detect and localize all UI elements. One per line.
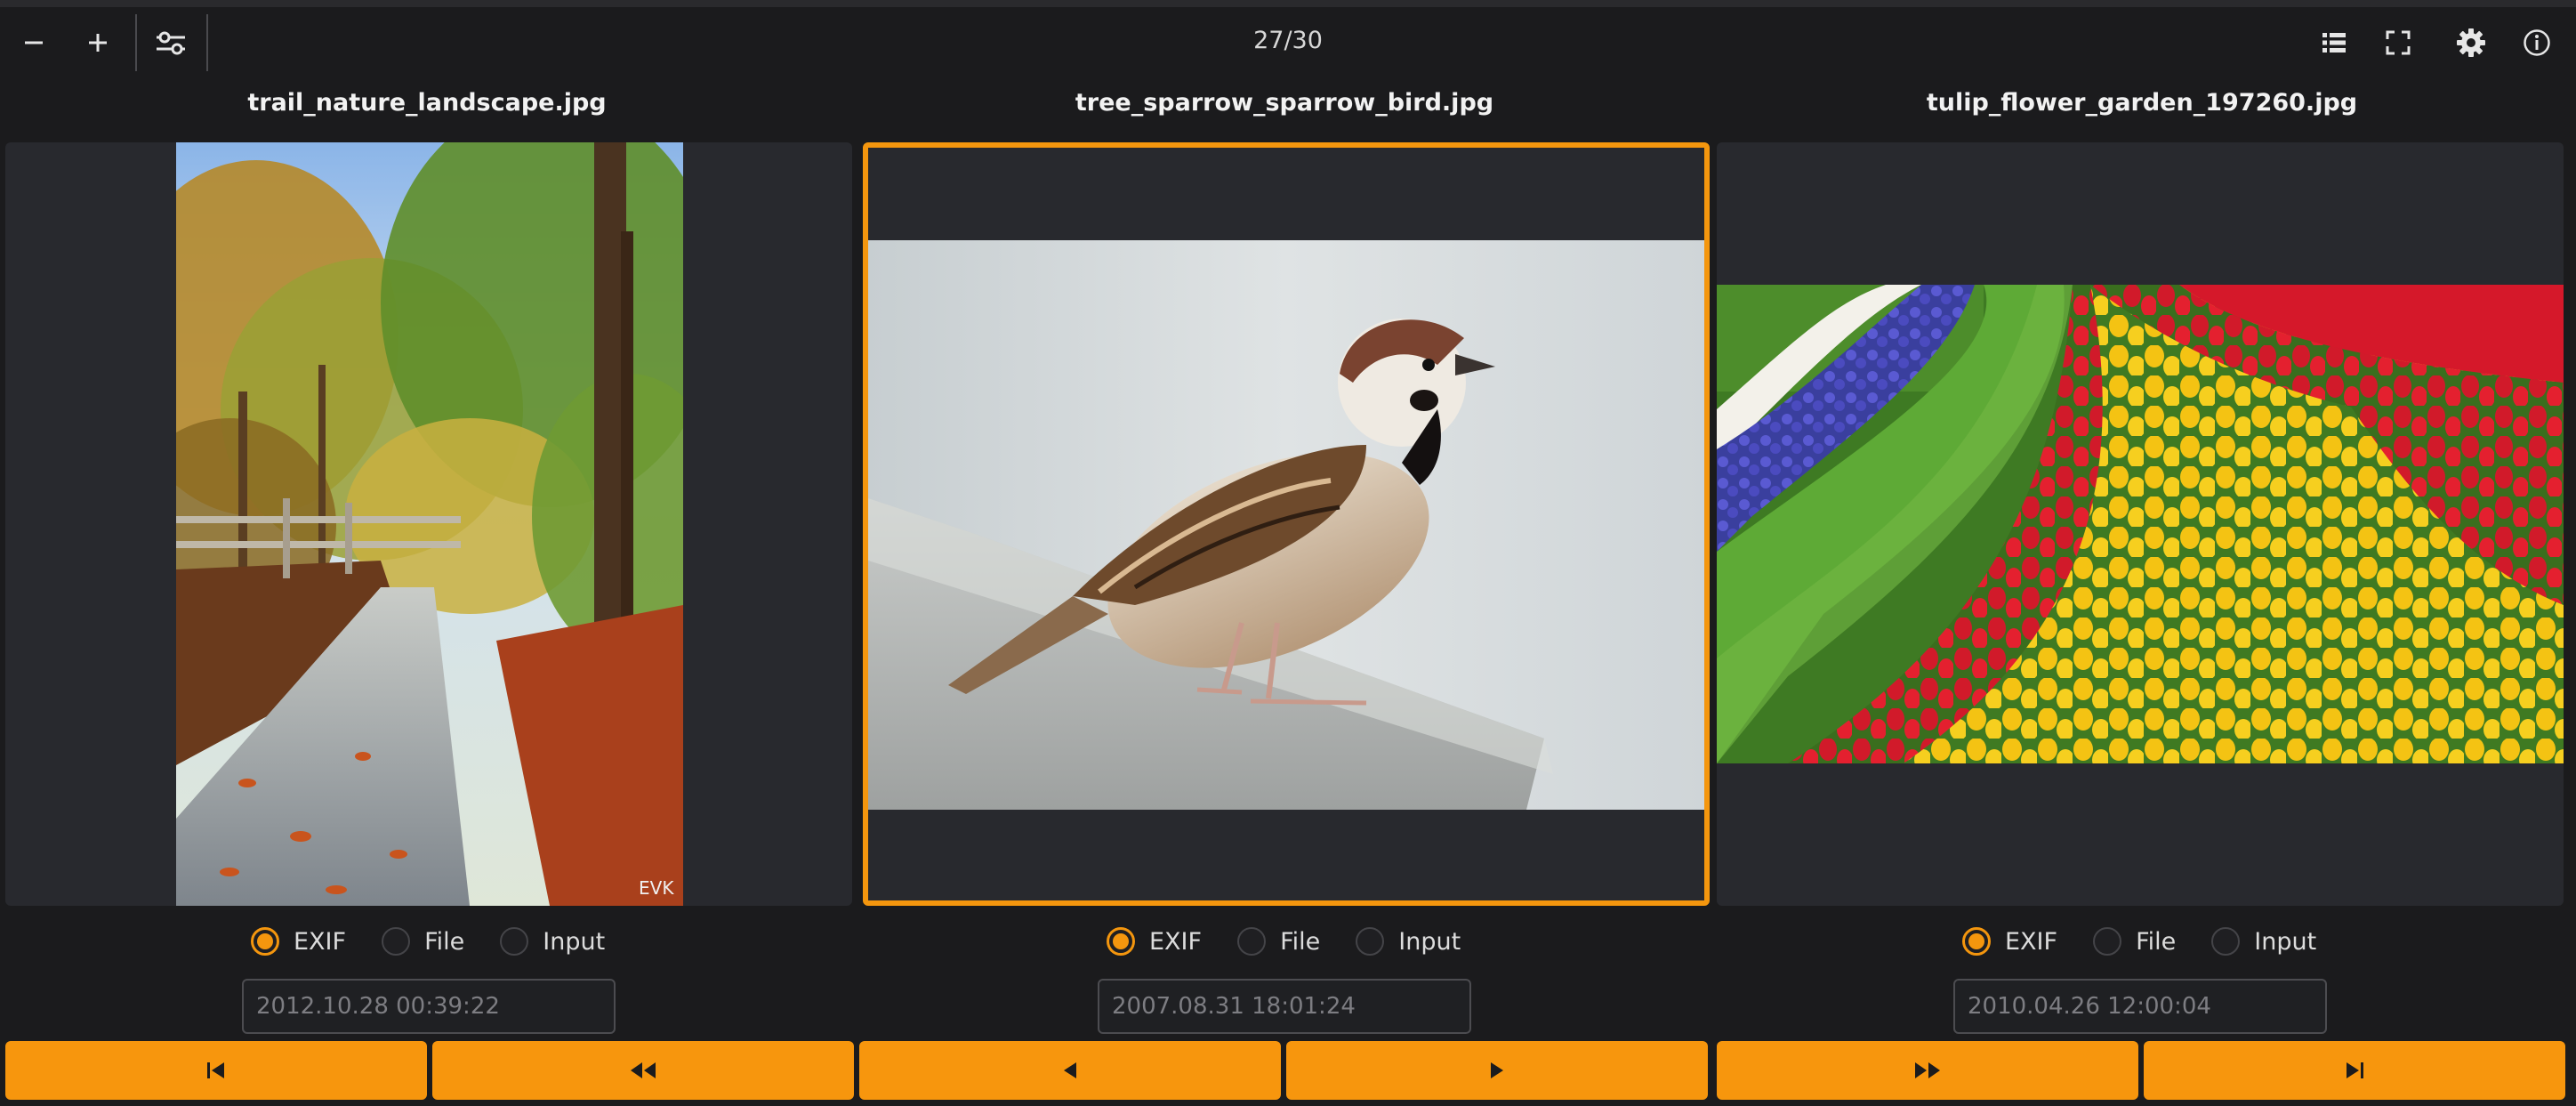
toolbar-separator (206, 14, 208, 71)
fullscreen-icon (2386, 30, 2411, 55)
radio-file[interactable]: File (382, 927, 464, 956)
last-icon (2344, 1061, 2365, 1080)
radio-file[interactable]: File (2093, 927, 2176, 956)
plus-icon (85, 30, 110, 55)
minus-icon (21, 30, 46, 55)
date-field-left[interactable] (242, 979, 616, 1034)
radio-label: EXIF (1149, 927, 1203, 956)
photo-sparrow (868, 240, 1704, 810)
radio-exif[interactable]: EXIF (1107, 927, 1202, 956)
first-icon (205, 1061, 227, 1080)
radio-indicator[interactable] (382, 927, 411, 956)
filename-label-right: tulip_flower_garden_197260.jpg (1926, 89, 2358, 117)
fast-forward-button[interactable] (1717, 1041, 2138, 1100)
date-source-group-left: EXIF File Input (251, 924, 640, 959)
window-top-edge (0, 0, 2576, 7)
zoom-out-button[interactable] (5, 14, 62, 71)
info-icon (2523, 28, 2551, 57)
image-counter: 27/30 (1253, 27, 1323, 54)
radio-indicator[interactable] (2093, 927, 2122, 956)
radio-input[interactable]: Input (2211, 927, 2316, 956)
rewind-icon (629, 1061, 657, 1080)
radio-indicator[interactable] (2211, 927, 2241, 956)
fullscreen-button[interactable] (2370, 14, 2427, 71)
filename-label-left: trail_nature_landscape.jpg (247, 89, 607, 117)
radio-indicator[interactable] (251, 927, 279, 956)
fast-forward-icon (1913, 1061, 1942, 1080)
radio-label: Input (1398, 927, 1461, 956)
image-panel-center[interactable] (863, 142, 1710, 906)
image-panel-right[interactable] (1717, 142, 2564, 906)
filename-label-center: tree_sparrow_sparrow_bird.jpg (1075, 89, 1494, 117)
list-view-button[interactable] (2306, 14, 2363, 71)
radio-label: File (2136, 927, 2177, 956)
radio-indicator[interactable] (1107, 927, 1135, 956)
radio-exif[interactable]: EXIF (1962, 927, 2057, 956)
sliders-icon (155, 29, 187, 56)
next-image-button[interactable] (1286, 1041, 1708, 1100)
radio-input[interactable]: Input (1356, 927, 1461, 956)
toolbar: 27/30 (0, 7, 2576, 77)
radio-label: Input (543, 927, 606, 956)
radio-indicator[interactable] (1962, 927, 1991, 956)
list-icon (2322, 31, 2347, 54)
radio-indicator[interactable] (1356, 927, 1385, 956)
image-panel-left[interactable]: EVK (5, 142, 852, 906)
settings-button[interactable] (2443, 14, 2500, 71)
radio-label: File (424, 927, 465, 956)
info-button[interactable] (2508, 14, 2565, 71)
date-field-right[interactable] (1953, 979, 2327, 1034)
photo-watermark: EVK (639, 877, 674, 899)
radio-label: EXIF (294, 927, 347, 956)
date-field-center[interactable] (1098, 979, 1471, 1034)
next-icon (1488, 1061, 1506, 1080)
previous-icon (1061, 1061, 1079, 1080)
date-source-group-right: EXIF File Input (1962, 924, 2352, 959)
gear-icon (2456, 28, 2486, 58)
radio-exif[interactable]: EXIF (251, 927, 346, 956)
radio-file[interactable]: File (1237, 927, 1320, 956)
rewind-button[interactable] (432, 1041, 854, 1100)
first-image-button[interactable] (5, 1041, 427, 1100)
radio-indicator[interactable] (500, 927, 529, 956)
radio-label: File (1280, 927, 1321, 956)
photo-autumn-trail: EVK (176, 142, 683, 906)
adjustments-button[interactable] (142, 14, 199, 71)
previous-image-button[interactable] (859, 1041, 1281, 1100)
last-image-button[interactable] (2144, 1041, 2565, 1100)
radio-indicator[interactable] (1237, 927, 1267, 956)
radio-label: EXIF (2005, 927, 2058, 956)
photo-tulip-garden (1717, 285, 2564, 763)
radio-label: Input (2254, 927, 2317, 956)
toolbar-separator (135, 14, 137, 71)
date-source-group-center: EXIF File Input (1107, 924, 1496, 959)
radio-input[interactable]: Input (500, 927, 605, 956)
zoom-in-button[interactable] (69, 14, 126, 71)
